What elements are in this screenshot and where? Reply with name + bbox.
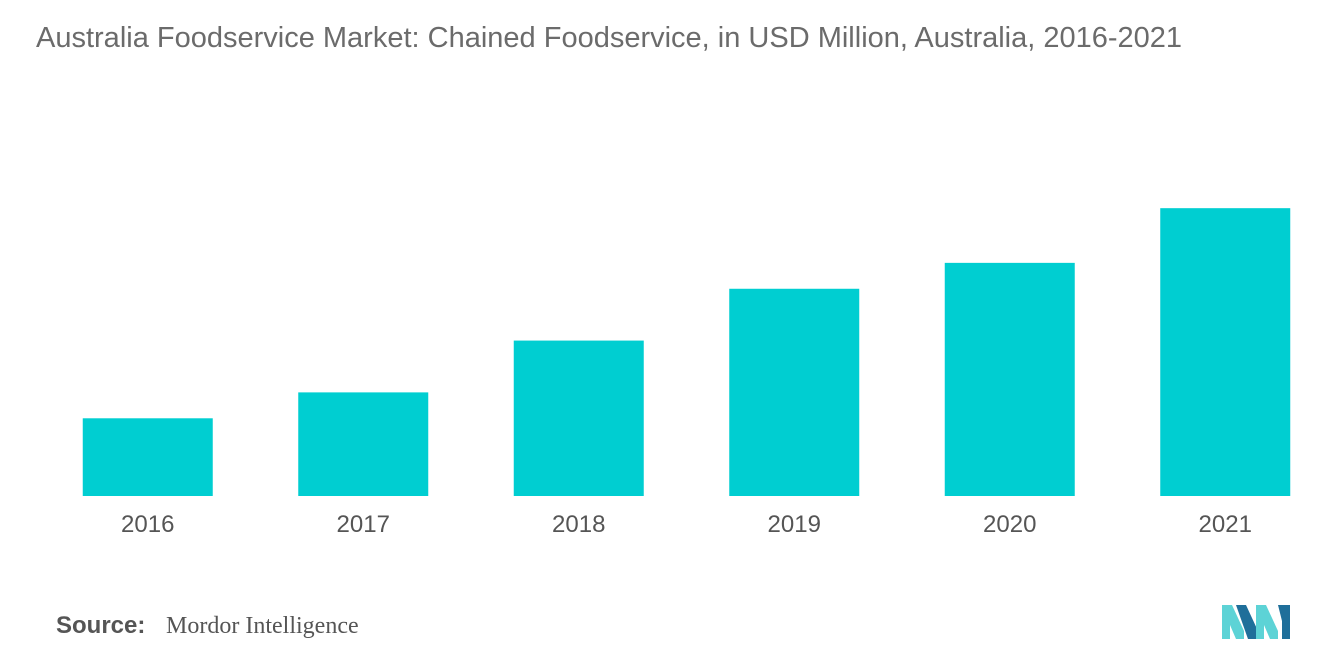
source-line: Source: Mordor Intelligence (56, 612, 359, 640)
x-tick-label-2016: 2016 (121, 511, 174, 538)
bar-2018 (513, 340, 644, 496)
logo-shape-1 (1222, 605, 1244, 639)
x-tick-label-2017: 2017 (337, 511, 390, 538)
x-tick-labels: 2016 2017 2018 2019 2020 2021 (121, 511, 1252, 538)
logo-shape-3 (1256, 605, 1278, 639)
bar-2016 (82, 418, 213, 496)
bar-2021 (1160, 208, 1291, 496)
bar-2019 (729, 288, 860, 496)
logo-shape-4 (1278, 605, 1290, 639)
bars-group (82, 208, 1291, 496)
x-tick-label-2021: 2021 (1199, 511, 1252, 538)
source-label: Source: (56, 612, 146, 639)
x-tick-label-2019: 2019 (768, 511, 821, 538)
x-tick-label-2018: 2018 (552, 511, 605, 538)
bar-2017 (298, 392, 429, 496)
x-tick-label-2020: 2020 (983, 511, 1036, 538)
bar-2020 (944, 262, 1075, 496)
chart-title: Australia Foodservice Market: Chained Fo… (36, 22, 1183, 54)
logo-shape-2 (1236, 605, 1258, 639)
mordor-intelligence-logo-icon (1222, 605, 1290, 639)
source-value: Mordor Intelligence (166, 613, 359, 639)
